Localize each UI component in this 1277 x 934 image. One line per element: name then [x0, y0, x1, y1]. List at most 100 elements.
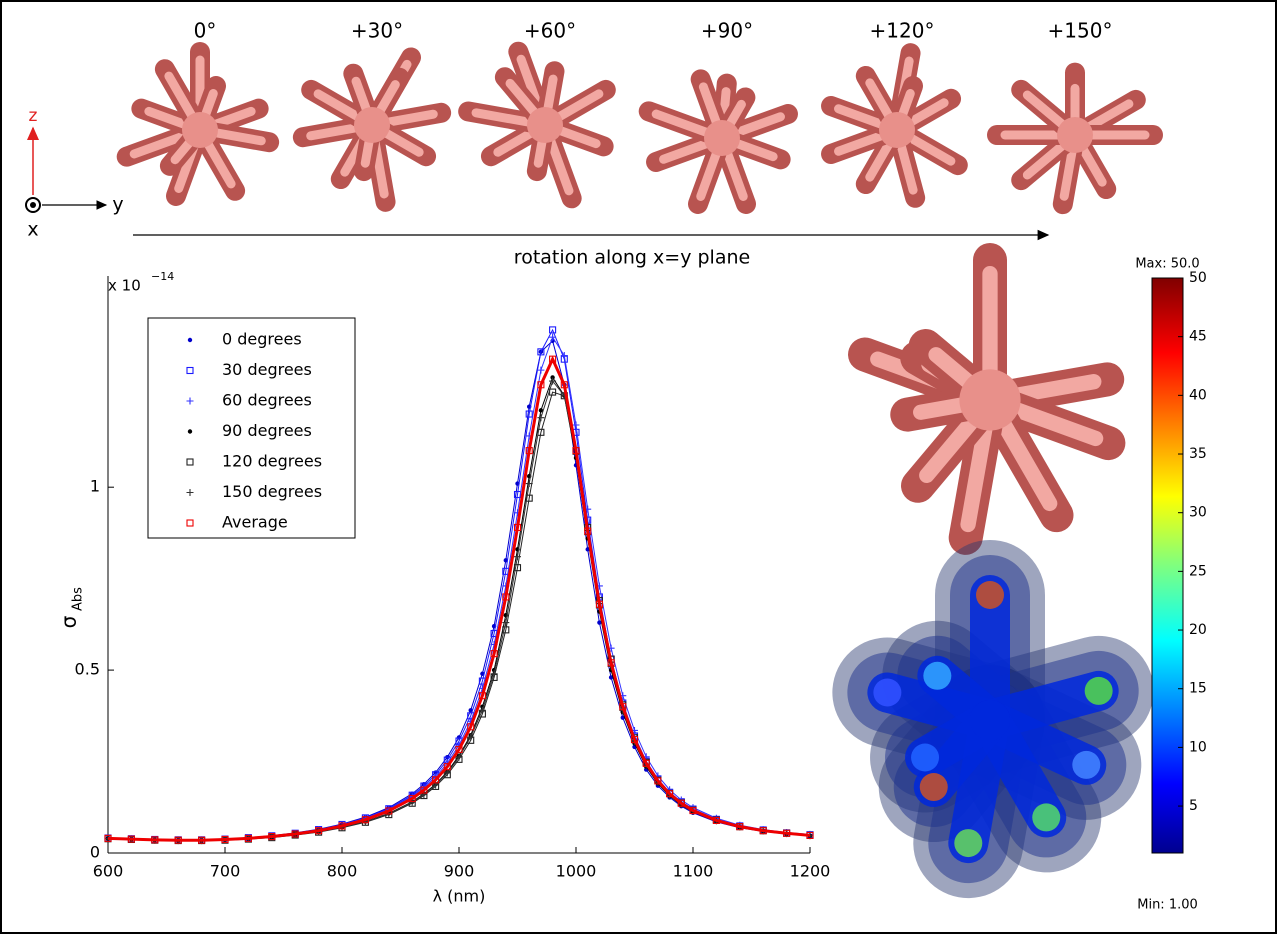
marker	[537, 366, 545, 374]
nanostar	[292, 47, 452, 212]
colorbar-tick-label: 40	[1189, 387, 1207, 403]
legend-label: Average	[222, 513, 288, 532]
colorbar-max: Max: 50.0	[1135, 257, 1199, 272]
axis-label: y	[112, 194, 123, 216]
marker	[186, 458, 194, 466]
marker	[549, 377, 557, 385]
x-axis-title: λ (nm)	[433, 887, 486, 906]
marker	[619, 703, 627, 711]
hot-spot	[919, 773, 948, 802]
marker	[584, 527, 592, 535]
colorbar-tick-label: 30	[1189, 505, 1207, 521]
marker	[549, 326, 557, 334]
y-axis-title-sub: Abs	[71, 587, 86, 611]
marker	[186, 397, 194, 405]
marker	[806, 831, 814, 839]
x-tick-label: 800	[327, 862, 358, 881]
marker	[513, 523, 522, 531]
core	[182, 112, 218, 148]
hot-spot	[1072, 750, 1101, 779]
marker	[361, 816, 369, 824]
x-tick-label: 1100	[673, 862, 714, 881]
core	[959, 369, 1021, 431]
marker	[525, 410, 533, 418]
hot-spot	[873, 678, 902, 707]
marker	[420, 790, 428, 798]
x-tick-label: 600	[93, 862, 124, 881]
legend-box	[147, 317, 356, 539]
marker	[549, 333, 557, 341]
colorbar-tick-label: 5	[1189, 798, 1198, 814]
marker	[654, 777, 662, 785]
marker	[443, 769, 451, 777]
marker	[689, 807, 697, 815]
marker	[502, 626, 510, 634]
marker	[187, 337, 193, 343]
marker	[514, 553, 521, 561]
marker	[127, 835, 135, 843]
marker	[186, 489, 194, 496]
legend-label: 90 degrees	[222, 421, 312, 440]
marker	[315, 827, 323, 835]
marker	[550, 375, 555, 380]
marker	[538, 408, 544, 413]
marker	[666, 790, 674, 798]
marker	[642, 759, 650, 767]
marker	[186, 519, 194, 527]
marker	[455, 745, 463, 754]
y-axis-title: σ	[57, 615, 81, 628]
angle-label: +30°	[351, 19, 403, 43]
marker	[478, 692, 486, 700]
colorbar-min: Min: 1.00	[1137, 898, 1198, 913]
marker	[455, 753, 463, 761]
legend-label: 30 degrees	[222, 360, 312, 379]
marker	[443, 763, 451, 771]
x-tick-label: 900	[444, 862, 475, 881]
hot-spot	[976, 581, 1004, 609]
marker	[467, 733, 475, 741]
marker	[502, 619, 510, 627]
marker	[151, 836, 159, 844]
marker	[432, 776, 440, 784]
marker	[572, 421, 580, 429]
core	[879, 112, 915, 148]
colorbar-tick-label: 35	[1189, 446, 1207, 462]
nanostar	[116, 42, 280, 206]
marker	[244, 834, 252, 842]
marker	[198, 836, 206, 844]
marker	[186, 366, 194, 375]
caption: rotation along x=y plane	[514, 247, 750, 269]
marker	[385, 807, 393, 815]
hot-spot	[923, 661, 952, 690]
x-axis-symbol	[30, 202, 36, 208]
legend-label: 60 degrees	[222, 391, 312, 410]
marker	[595, 600, 603, 608]
marker	[537, 381, 545, 389]
core	[527, 107, 563, 143]
nanostar	[458, 41, 616, 209]
y-tick-label: 1	[90, 477, 100, 496]
hot-spot	[954, 829, 983, 858]
marker	[408, 794, 416, 803]
marker	[104, 834, 112, 842]
marker	[759, 827, 767, 835]
core	[1057, 117, 1093, 153]
x-axis-symbol	[25, 197, 41, 213]
x-tick-label: 1200	[790, 862, 831, 881]
angle-label: +60°	[524, 19, 576, 43]
y-tick-label: 0	[90, 843, 100, 862]
marker	[291, 830, 299, 838]
marker	[490, 650, 498, 658]
marker	[525, 494, 533, 502]
hot-spot	[1084, 676, 1113, 705]
marker	[620, 715, 625, 720]
marker	[537, 348, 545, 356]
core	[704, 120, 740, 156]
marker	[549, 355, 557, 363]
field-map	[832, 540, 1154, 899]
angle-label: +120°	[870, 19, 935, 43]
core	[354, 107, 390, 143]
marker	[597, 620, 602, 625]
